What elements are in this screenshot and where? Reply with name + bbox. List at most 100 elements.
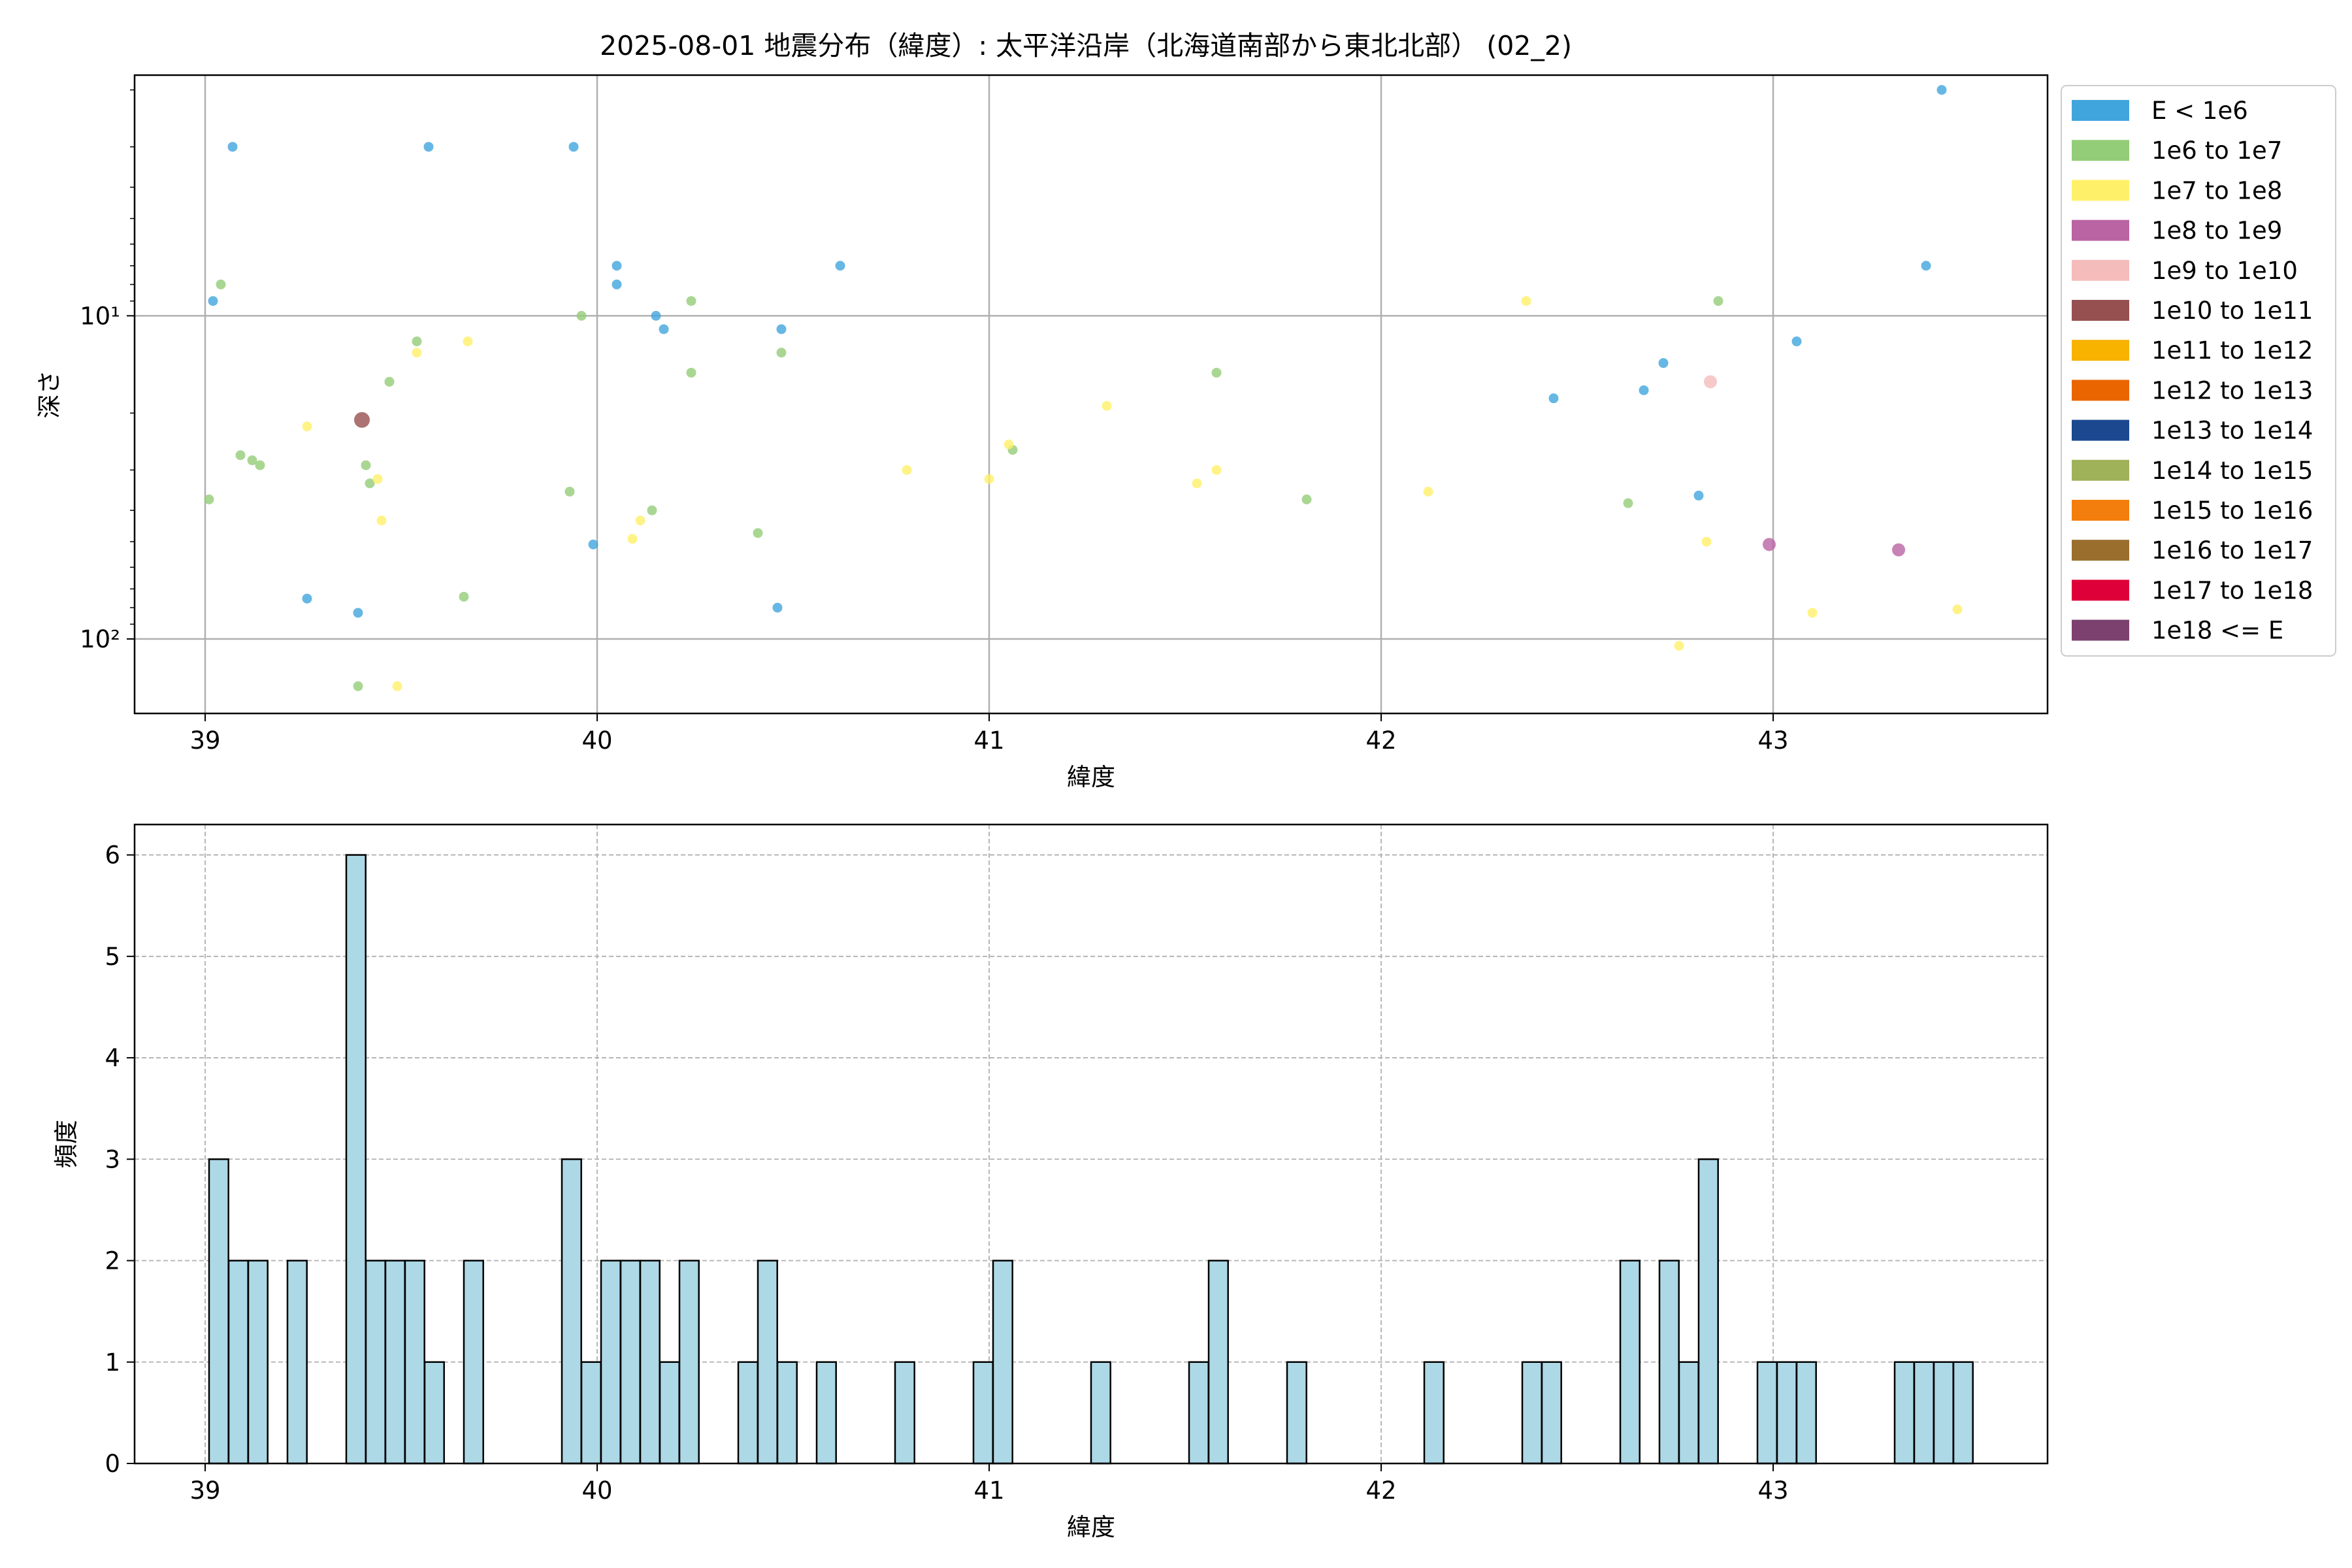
histogram-bar bbox=[247, 1260, 269, 1465]
scatter-y-tick-label: 10² bbox=[80, 625, 120, 653]
scatter-point bbox=[651, 310, 661, 321]
legend-label: 1e17 to 1e18 bbox=[2151, 576, 2313, 604]
scatter-ticks: 39 40 41 42 43 10¹ 10² bbox=[80, 89, 1789, 755]
legend-label: E < 1e6 bbox=[2151, 97, 2248, 125]
histogram-x-tick-label: 41 bbox=[973, 1477, 1004, 1505]
scatter-point bbox=[208, 296, 218, 306]
histogram-ticks: 39 40 41 42 43 0 1 2 3 4 5 6 bbox=[105, 841, 1788, 1505]
histogram-x-tick-label: 40 bbox=[581, 1477, 612, 1505]
scatter-point bbox=[372, 474, 383, 484]
histogram-bar bbox=[1697, 1158, 1719, 1465]
histogram-bar bbox=[1952, 1361, 1974, 1465]
scatter-point bbox=[376, 515, 387, 526]
histogram-bar bbox=[1423, 1361, 1445, 1465]
scatter-y-axis-label: 深さ bbox=[35, 370, 63, 419]
scatter-point bbox=[1952, 604, 1963, 615]
legend-swatch bbox=[2072, 580, 2129, 601]
histogram-x-tick-label: 43 bbox=[1757, 1477, 1788, 1505]
histogram-x-axis-label: 緯度 bbox=[1067, 1513, 1115, 1541]
scatter-x-axis-label: 緯度 bbox=[1067, 763, 1115, 791]
legend-swatch bbox=[2072, 140, 2129, 161]
legend-swatch bbox=[2072, 459, 2129, 481]
histogram-y-tick-label: 0 bbox=[105, 1450, 120, 1478]
legend-swatch bbox=[2072, 100, 2129, 121]
histogram-y-tick-label: 2 bbox=[105, 1247, 120, 1275]
histogram-bar bbox=[659, 1361, 680, 1465]
legend-label: 1e18 <= E bbox=[2151, 617, 2283, 645]
scatter-point bbox=[576, 310, 587, 321]
scatter-point bbox=[1301, 494, 1312, 504]
scatter-point bbox=[612, 279, 622, 289]
legend-label: 1e7 to 1e8 bbox=[2151, 176, 2282, 204]
scatter-point bbox=[568, 142, 579, 152]
legend-swatch bbox=[2072, 340, 2129, 361]
legend-swatch bbox=[2072, 500, 2129, 521]
scatter-point bbox=[216, 279, 226, 289]
legend-swatch bbox=[2072, 419, 2129, 441]
scatter-point bbox=[588, 539, 598, 549]
scatter-point bbox=[412, 348, 422, 358]
histogram-bar bbox=[208, 1158, 229, 1465]
scatter-grid bbox=[135, 75, 2048, 713]
histogram-bar bbox=[1913, 1361, 1935, 1465]
legend-swatch bbox=[2072, 180, 2129, 201]
histogram-y-tick-label: 5 bbox=[105, 943, 120, 971]
legend-label: 1e14 to 1e15 bbox=[2151, 457, 2313, 485]
legend-swatch bbox=[2072, 300, 2129, 321]
histogram-bar bbox=[600, 1260, 621, 1465]
scatter-point bbox=[361, 460, 371, 470]
histogram-bar bbox=[345, 854, 367, 1465]
histogram-bar bbox=[286, 1260, 308, 1465]
scatter-frame bbox=[133, 74, 2049, 715]
histogram-bar bbox=[227, 1260, 249, 1465]
scatter-axes: 39 40 41 42 43 10¹ 10² 緯度 深さ bbox=[35, 74, 2049, 791]
scatter-point bbox=[635, 515, 645, 526]
legend-label: 1e12 to 1e13 bbox=[2151, 376, 2313, 404]
histogram-bar bbox=[815, 1361, 837, 1465]
histogram-y-tick-label: 1 bbox=[105, 1348, 120, 1377]
histogram-bar bbox=[463, 1260, 484, 1465]
legend-swatch bbox=[2072, 259, 2129, 281]
scatter-point bbox=[353, 608, 363, 618]
scatter-point bbox=[1807, 608, 1818, 618]
scatter-point bbox=[412, 336, 422, 347]
scatter-point bbox=[302, 421, 312, 432]
scatter-x-tick-label: 42 bbox=[1365, 727, 1396, 755]
scatter-point bbox=[1713, 296, 1723, 306]
histogram-bar bbox=[1933, 1361, 1954, 1465]
scatter-point bbox=[459, 591, 469, 602]
histogram-bar bbox=[1521, 1361, 1543, 1465]
scatter-point bbox=[686, 296, 696, 306]
histogram-bar bbox=[757, 1260, 778, 1465]
scatter-point bbox=[1211, 367, 1222, 378]
histogram-bar bbox=[1286, 1361, 1307, 1465]
scatter-point bbox=[564, 486, 575, 497]
scatter-point bbox=[612, 261, 622, 271]
histogram-bar bbox=[1541, 1361, 1562, 1465]
histogram-y-tick-label: 4 bbox=[105, 1044, 120, 1072]
scatter-points bbox=[204, 85, 1963, 691]
scatter-point bbox=[1211, 465, 1222, 475]
histogram-bar bbox=[365, 1260, 386, 1465]
histogram-bar bbox=[1658, 1260, 1680, 1465]
legend-label: 1e16 to 1e17 bbox=[2151, 536, 2313, 564]
scatter-point bbox=[1102, 400, 1112, 411]
scatter-point bbox=[204, 494, 214, 504]
scatter-point bbox=[1639, 385, 1649, 395]
legend-box bbox=[2061, 85, 2336, 657]
scatter-point bbox=[1704, 375, 1717, 389]
histogram-bar bbox=[992, 1260, 1013, 1465]
histogram-y-axis-label: 頻度 bbox=[52, 1120, 80, 1168]
scatter-x-tick-label: 43 bbox=[1757, 727, 1788, 755]
histogram-bar bbox=[1090, 1361, 1111, 1465]
scatter-point bbox=[1521, 296, 1531, 306]
histogram-bar bbox=[1678, 1361, 1699, 1465]
scatter-point bbox=[365, 478, 375, 489]
histogram-bar bbox=[737, 1361, 759, 1465]
scatter-point bbox=[1791, 336, 1802, 347]
scatter-point bbox=[902, 465, 912, 475]
histogram-bars bbox=[208, 854, 1974, 1465]
histogram-y-tick-label: 6 bbox=[105, 841, 120, 870]
histogram-frame bbox=[133, 823, 2049, 1465]
